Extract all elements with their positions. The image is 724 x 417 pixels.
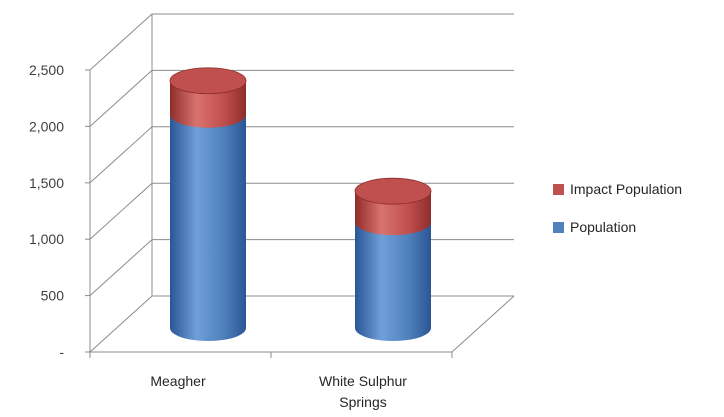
legend-swatch <box>553 222 564 233</box>
y-tick-label: 1,000 <box>29 231 64 247</box>
y-axis-tick-labels: - 500 1,000 1,500 2,000 2,500 <box>29 62 64 360</box>
bars <box>169 67 432 342</box>
gridline <box>89 69 514 127</box>
bar-body <box>170 114 246 342</box>
bar-segment-population <box>170 114 246 342</box>
gridline <box>89 239 514 296</box>
bar-segment-population <box>355 222 431 341</box>
bar-body <box>170 80 246 128</box>
bar-top-cap <box>169 67 247 95</box>
gridlines <box>85 13 515 358</box>
bar-segment-impact-population <box>354 177 432 236</box>
x-axis-category-labels: Meagher White Sulphur Springs <box>150 373 407 410</box>
y-tick-label: 2,000 <box>29 118 64 134</box>
x-category-label: Meagher <box>150 373 206 389</box>
x-category-label: White Sulphur <box>319 373 407 389</box>
y-tick-label: - <box>59 344 64 360</box>
legend-label: Impact Population <box>570 181 682 197</box>
floor-edge <box>90 295 515 353</box>
gridline <box>89 13 514 71</box>
y-tick-label: 1,500 <box>29 175 64 191</box>
bar-body <box>355 222 431 341</box>
gridline <box>89 295 514 353</box>
bar-segment-impact-population <box>169 67 247 128</box>
legend: Impact Population Population <box>553 181 682 235</box>
legend-swatch <box>553 184 564 195</box>
y-tick-label: 2,500 <box>29 62 64 78</box>
gridline <box>89 182 514 240</box>
legend-label: Population <box>570 219 636 235</box>
y-tick-label: 500 <box>41 288 65 304</box>
bar-top-cap <box>354 177 432 205</box>
gridline <box>89 126 514 184</box>
x-category-label: Springs <box>339 394 386 410</box>
